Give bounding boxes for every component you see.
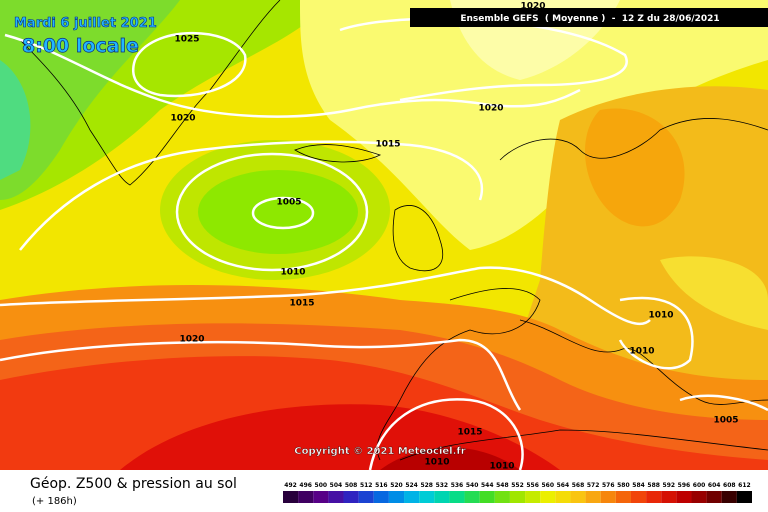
isobar-label: 1015 [375,140,400,150]
isobar-label: 1005 [713,416,738,426]
isobar-labels: 1025 1020 1020 1020 1015 1005 1010 1015 … [170,2,738,472]
scale-label: 496 [299,482,312,489]
scale-label: 532 [436,482,449,489]
isobar-label: 1020 [170,114,195,124]
scale-label: 560 [541,482,554,489]
scale-swatch [328,491,344,503]
scale-swatch [736,491,752,503]
scale-swatch [525,491,541,503]
scale-swatch [343,491,359,503]
scale-swatch [646,491,662,503]
scale-label: 572 [587,482,600,489]
scale-label: 516 [375,482,388,489]
scale-label: 584 [632,482,645,489]
scale-label: 588 [647,482,660,489]
scale-label: 548 [496,482,509,489]
scale-swatch [479,491,495,503]
forecast-date: Mardi 6 juillet 2021 [14,16,157,31]
scale-swatch [404,491,420,503]
scale-swatch [388,491,405,503]
forecast-time: 8:00 locale [22,35,139,57]
copyright: Copyright © 2021 Meteociel.fr [294,446,465,457]
isobar-label: 1010 [489,462,514,472]
isobar-label: 1005 [276,198,301,208]
scale-swatch [676,491,692,503]
scale-swatch [721,491,737,503]
scale-label: 556 [526,482,539,489]
scale-swatch [358,491,374,503]
scale-label: 592 [663,482,676,489]
isobar-label: 1015 [289,299,314,309]
scale-swatch [464,491,480,503]
scale-label: 492 [284,482,297,489]
scale-swatch [555,491,571,503]
scale-swatch [630,491,647,503]
scale-swatch [691,491,707,503]
scale-label: 540 [466,482,479,489]
scale-label: 504 [330,482,343,489]
scale-swatch [706,491,722,503]
scale-label: 544 [481,482,494,489]
isobar-label: 1010 [424,458,449,468]
color-scale: 492 496 500 504 508 512 516 520 524 528 532 536 540 5… [283,482,752,503]
coastlines [19,0,768,461]
run-banner [410,8,768,27]
scale-swatch [283,491,299,503]
scale-label: 612 [738,482,751,489]
scale-label: 552 [511,482,524,489]
scale-swatch [373,491,389,503]
scale-label: 564 [557,482,570,489]
scale-label: 520 [390,482,403,489]
scale-label: 512 [360,482,373,489]
scale-label: 500 [315,482,328,489]
scale-swatch [509,491,526,503]
isobar-label: 1020 [520,2,545,12]
scale-swatch [298,491,314,503]
scale-label: 604 [708,482,721,489]
scale-swatch [434,491,450,503]
isobar-label: 1010 [280,268,305,278]
scale-label: 576 [602,482,615,489]
scale-label: 600 [693,482,706,489]
scale-label: 536 [451,482,464,489]
isobar-label: 1020 [179,335,204,345]
scale-label: 596 [678,482,691,489]
scale-label: 524 [405,482,418,489]
scale-swatch [661,491,677,503]
scale-swatch [449,491,465,503]
isobar-label: 1025 [174,35,199,45]
scale-swatch [600,491,616,503]
lead-time: (+ 186h) [32,496,77,507]
isobar-label: 1015 [457,428,482,438]
scale-swatch [313,491,329,503]
scale-label: 508 [345,482,358,489]
geopotential-field [0,0,768,470]
map-title: Géop. Z500 & pression au sol [30,476,237,492]
scale-label: 568 [572,482,585,489]
scale-label: 528 [420,482,433,489]
scale-swatch [540,491,556,503]
scale-swatch [419,491,435,503]
isobar-label: 1010 [629,347,654,357]
isobar-label: 1020 [478,104,503,114]
isobar-label: 1010 [648,311,673,321]
scale-swatch [615,491,631,503]
scale-label: 608 [723,482,736,489]
run-info: Ensemble GEFS ( Moyenne ) - 12 Z du 28/0… [460,14,719,24]
scale-swatch [570,491,586,503]
scale-label: 580 [617,482,630,489]
scale-swatch [585,491,601,503]
scale-swatch [494,491,510,503]
